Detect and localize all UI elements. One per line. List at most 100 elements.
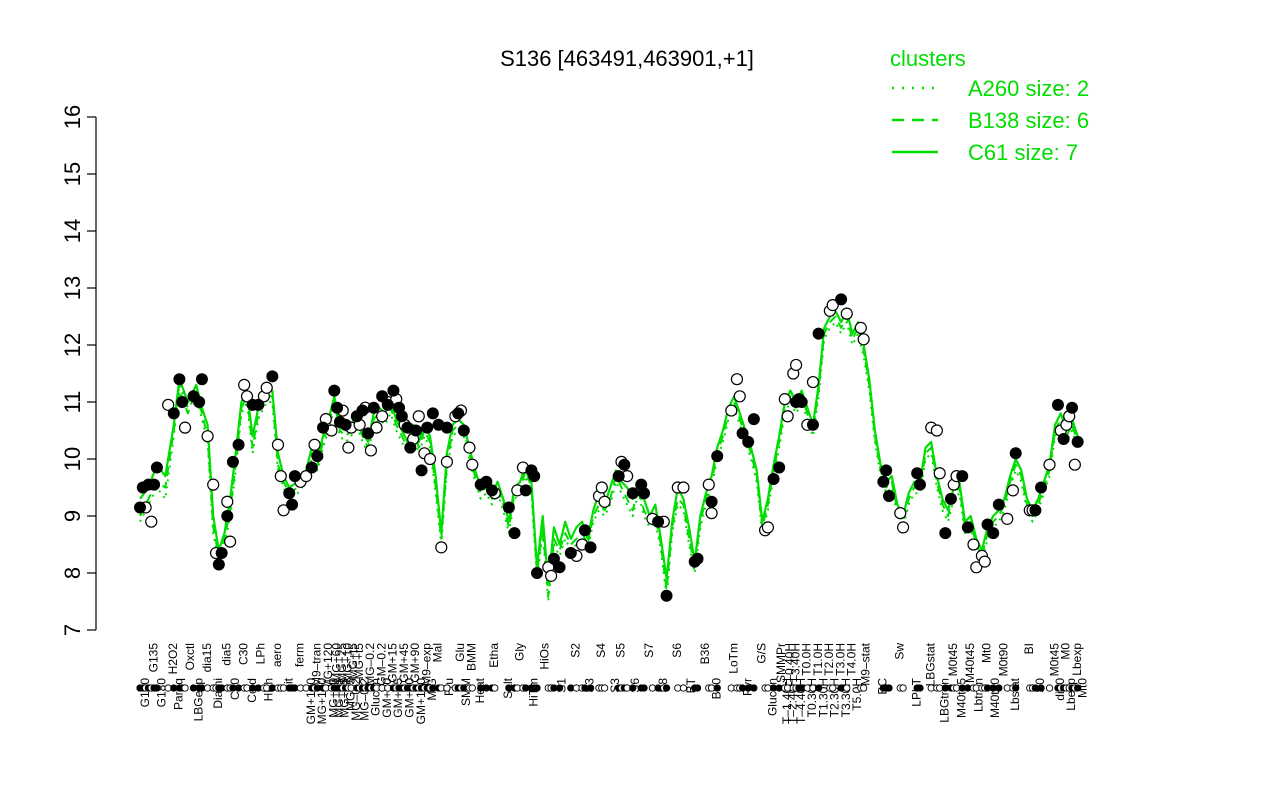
- y-tick-label: 15: [60, 162, 85, 186]
- x-tick-label: LBGstat: [923, 642, 937, 686]
- data-point-filled: [286, 498, 299, 511]
- x-tick-label: S7: [642, 643, 656, 658]
- data-point-filled: [618, 458, 631, 471]
- data-point-open: [162, 398, 175, 411]
- data-point-open: [364, 444, 377, 457]
- data-point-open: [221, 495, 234, 508]
- x-marker: [750, 684, 758, 692]
- x-tick-label: C30: [236, 643, 250, 665]
- data-point-filled: [835, 293, 848, 306]
- data-point-filled: [232, 438, 245, 451]
- data-point-filled: [911, 467, 924, 480]
- data-points: [134, 293, 1084, 602]
- x-tick-label: dia5: [219, 643, 233, 666]
- data-point-filled: [691, 552, 704, 565]
- data-point-filled: [508, 527, 521, 540]
- data-point-filled: [626, 487, 639, 500]
- x-marker: [555, 684, 564, 692]
- data-point-filled: [956, 470, 969, 483]
- data-point-open: [466, 458, 479, 471]
- data-point-open: [178, 421, 192, 434]
- x-tick-label: Paraq: [172, 678, 186, 710]
- y-tick-label: 14: [60, 219, 85, 243]
- data-point-open: [595, 481, 608, 494]
- x-tick-label: LBGexp: [191, 678, 205, 722]
- y-tick-label: 13: [60, 276, 85, 300]
- x-tick-label: MG+25: [335, 643, 349, 683]
- data-point-filled: [547, 552, 560, 565]
- x-tick-label: T0.0H: [800, 643, 814, 676]
- y-tick-label: 16: [60, 105, 85, 129]
- data-point-filled: [806, 418, 819, 431]
- y-tick-label: 8: [60, 567, 85, 579]
- x-marker: [443, 684, 451, 692]
- x-axis-tick-labels: G150 G135 G180 H2O2 Paraq Oxctl LBGexp dia15 Dia…: [136, 642, 1089, 724]
- x-marker: [899, 684, 907, 692]
- x-tick-label: T2.0H: [822, 643, 836, 676]
- data-point-filled: [134, 501, 146, 514]
- data-point-filled: [660, 589, 673, 602]
- data-point-open: [598, 495, 611, 508]
- data-point-filled: [331, 401, 344, 414]
- data-point-open: [1006, 484, 1019, 497]
- data-point-filled: [167, 407, 180, 420]
- data-point-filled: [747, 413, 760, 426]
- x-tick-label: S2: [569, 643, 583, 658]
- x-tick-label: B36: [698, 643, 712, 665]
- data-point-filled: [317, 421, 330, 434]
- y-tick-label: 12: [60, 333, 85, 357]
- data-point-filled: [1029, 504, 1042, 517]
- data-point-filled: [148, 478, 161, 491]
- data-point-open: [978, 555, 991, 568]
- x-tick-label: SMM: [459, 678, 473, 706]
- data-point-open: [271, 438, 285, 451]
- x-tick-label: MG–0.2: [363, 643, 377, 686]
- data-point-filled: [328, 384, 341, 397]
- data-point-filled: [367, 401, 380, 414]
- x-tick-label: G/S: [754, 643, 768, 664]
- data-point-open: [761, 521, 775, 534]
- x-marker: [916, 684, 924, 692]
- data-point-open: [545, 569, 558, 582]
- x-tick-label: BMM: [464, 643, 478, 671]
- data-point-open: [145, 515, 158, 528]
- data-point-filled: [173, 373, 186, 386]
- x-tick-label: MG+t5: [346, 643, 360, 680]
- data-point-open: [733, 390, 746, 403]
- data-point-filled: [883, 490, 895, 503]
- data-point-filled: [578, 524, 591, 537]
- data-point-filled: [961, 521, 974, 534]
- x-tick-label: T4.0H: [845, 643, 859, 676]
- data-point-filled: [981, 518, 994, 531]
- x-tick-label: HiTm: [526, 678, 540, 707]
- x-marker: [829, 684, 837, 692]
- data-point-filled: [564, 547, 577, 560]
- x-marker: [860, 684, 868, 692]
- x-tick-label: Mt0: [1075, 678, 1089, 698]
- x-tick-label: T3.0H: [833, 643, 847, 676]
- data-point-open: [440, 455, 454, 468]
- x-marker: [533, 684, 541, 692]
- x-marker: [995, 684, 1003, 692]
- x-tick-label: Diami: [211, 678, 225, 709]
- data-point-open: [370, 421, 383, 434]
- data-point-open: [423, 452, 437, 466]
- x-tick-label: M0t90: [997, 643, 1011, 677]
- x-tick-label: MG+120: [321, 643, 335, 690]
- x-marker: [640, 684, 648, 692]
- data-point-filled: [288, 470, 301, 483]
- data-point-open: [967, 538, 980, 551]
- data-point-open: [260, 381, 273, 394]
- x-tick-label: ferm: [293, 643, 307, 667]
- data-point-open: [930, 424, 943, 437]
- data-point-filled: [773, 461, 786, 474]
- x-tick-label: Mt0: [980, 643, 994, 663]
- x-tick-label: S6: [670, 643, 684, 658]
- x-marker: [662, 684, 671, 692]
- data-point-filled: [362, 427, 375, 440]
- data-point-filled: [381, 398, 394, 411]
- x-tick-label: M9–stat: [859, 642, 873, 685]
- data-point-filled: [221, 510, 234, 522]
- x-marker: [693, 684, 702, 692]
- data-point-filled: [638, 487, 651, 500]
